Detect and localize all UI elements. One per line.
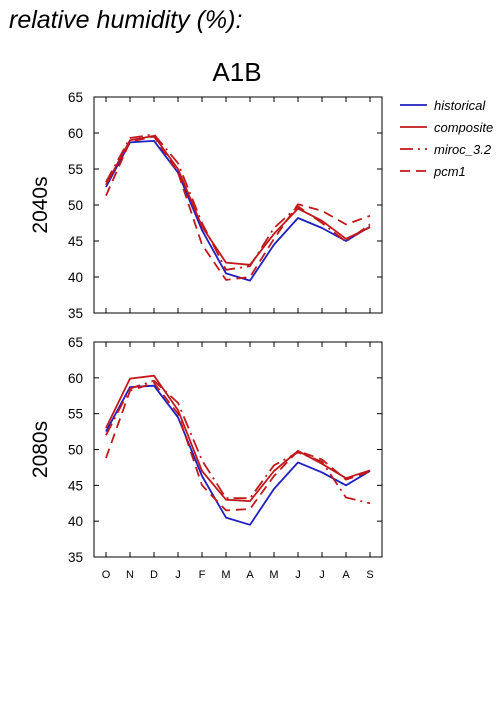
y-tick-label: 60 <box>68 371 83 386</box>
legend: historical composite miroc_3.2 pcm1 <box>400 98 493 179</box>
y-tick-label: 55 <box>68 407 83 422</box>
series-line-pcm1 <box>105 381 371 512</box>
series-line-historical <box>105 384 371 526</box>
series-line-pcm1 <box>105 135 371 281</box>
x-tick-label: M <box>221 569 230 581</box>
panel-row-label: 2040s <box>29 176 52 233</box>
x-tick-label: J <box>319 569 325 581</box>
figure-heading: relative humidity (%): <box>9 6 242 34</box>
y-tick-label: 35 <box>68 306 83 321</box>
y-tick-label: 55 <box>68 162 83 177</box>
series-line-miroc-3-2 <box>105 133 371 271</box>
scenario-title: A1B <box>212 57 261 87</box>
panel-row-label: 2080s <box>29 421 52 478</box>
x-tick-label: M <box>269 569 278 581</box>
series-line-miroc-3-2 <box>105 379 371 505</box>
series-line-historical <box>105 139 371 282</box>
legend-label: miroc_3.2 <box>434 142 492 157</box>
x-tick-label: A <box>246 569 254 581</box>
series-line-composite <box>105 134 371 266</box>
x-tick-label: A <box>342 569 350 581</box>
legend-label: historical <box>434 98 486 113</box>
x-tick-label: S <box>366 569 373 581</box>
x-tick-label: O <box>102 569 111 581</box>
y-tick-label: 45 <box>68 234 83 249</box>
y-tick-label: 50 <box>68 443 83 458</box>
y-tick-label: 45 <box>68 478 83 493</box>
x-tick-label: J <box>295 569 301 581</box>
y-tick-label: 60 <box>68 126 83 141</box>
x-tick-label: J <box>175 569 181 581</box>
panel-2080s: 35 40 45 50 55 60 65 O N D J F M A M J J A S 2080s <box>29 335 383 581</box>
plot-frame <box>93 96 383 314</box>
plot-frame <box>93 341 383 558</box>
legend-label: composite <box>434 120 493 135</box>
x-tick-label: N <box>126 569 134 581</box>
y-tick-label: 35 <box>68 550 83 565</box>
y-tick-label: 50 <box>68 198 83 213</box>
panels: 35 40 45 50 55 60 65 2040s 35 40 45 50 55 60 65 O N D J F M A… <box>29 90 383 581</box>
y-tick-label: 40 <box>68 270 83 285</box>
y-tick-label: 65 <box>68 335 83 350</box>
y-tick-label: 65 <box>68 90 83 105</box>
x-tick-label: F <box>199 569 206 581</box>
series-line-composite <box>105 374 371 503</box>
y-tick-label: 40 <box>68 514 83 529</box>
x-tick-label: D <box>150 569 158 581</box>
legend-label: pcm1 <box>433 164 466 179</box>
panel-2040s: 35 40 45 50 55 60 65 2040s <box>29 90 383 321</box>
